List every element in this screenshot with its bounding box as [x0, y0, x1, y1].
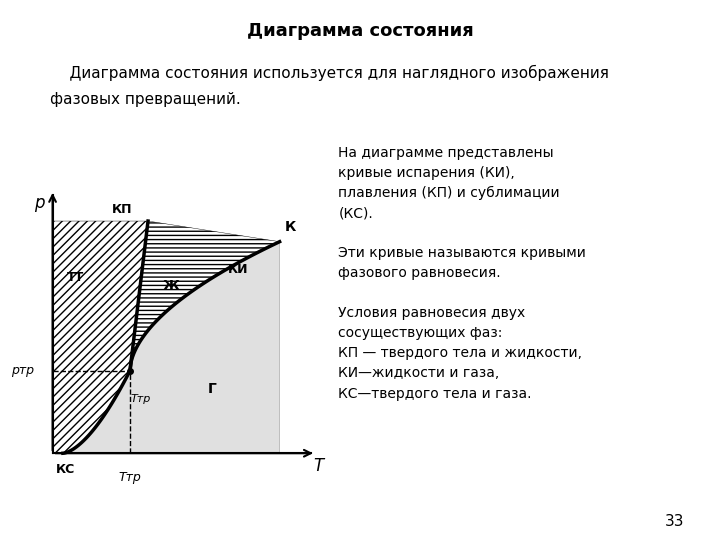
Text: Г: Г	[208, 382, 217, 396]
Text: 33: 33	[665, 514, 684, 529]
Text: КИ: КИ	[228, 262, 249, 276]
Text: ртр: ртр	[12, 364, 35, 377]
Text: На диаграмме представлены
кривые испарения (КИ),
плавления (КП) и сублимации
(КС: На диаграмме представлены кривые испарен…	[338, 146, 586, 401]
Text: КС: КС	[55, 463, 75, 476]
Text: КП: КП	[112, 203, 132, 216]
Text: К: К	[284, 220, 296, 234]
Text: ТТ: ТТ	[67, 271, 84, 284]
Text: T: T	[313, 457, 323, 475]
Text: фазовых превращений.: фазовых превращений.	[50, 92, 241, 107]
Polygon shape	[130, 221, 279, 370]
Text: Tтр: Tтр	[119, 471, 141, 484]
Text: Диаграмма состояния используется для наглядного изображения: Диаграмма состояния используется для наг…	[50, 65, 609, 81]
Text: Диаграмма состояния: Диаграмма состояния	[247, 22, 473, 39]
Text: Ттр: Ттр	[130, 394, 150, 404]
Text: р: р	[35, 194, 45, 212]
Polygon shape	[63, 242, 279, 453]
Text: Ж: Ж	[163, 279, 180, 293]
Polygon shape	[53, 221, 148, 453]
